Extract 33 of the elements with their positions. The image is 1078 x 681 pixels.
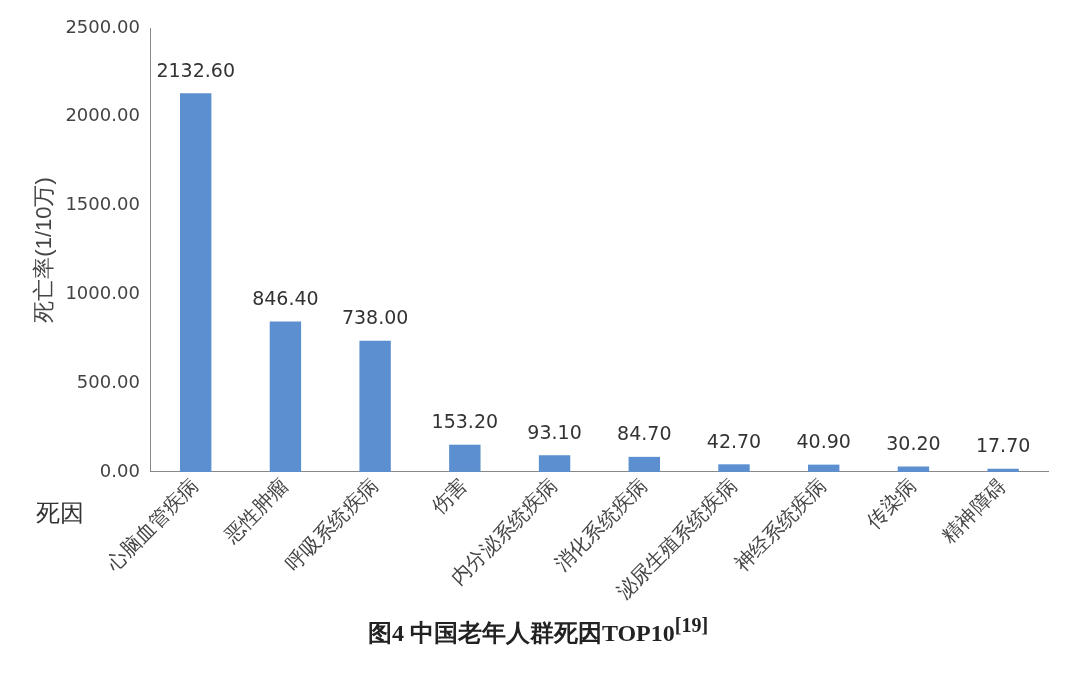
bar (897, 466, 930, 472)
x-tick-label: 传染病 (861, 474, 920, 533)
y-tick-label: 2500.00 (65, 15, 140, 37)
data-label: 153.20 (431, 410, 499, 433)
y-tick-label: 1500.00 (65, 193, 140, 215)
x-axis-title: 死因 (36, 498, 84, 526)
y-axis-title: 死亡率(1/10万) (31, 177, 57, 323)
data-label: 42.70 (706, 429, 762, 452)
y-tick-label: 0.00 (99, 459, 140, 481)
bar (987, 468, 1019, 472)
bar (269, 321, 302, 472)
bar (718, 464, 750, 472)
y-tick-label: 500.00 (76, 370, 140, 392)
data-label: 30.20 (886, 431, 941, 454)
y-tick-label: 1000.00 (65, 282, 140, 304)
bar (449, 444, 481, 472)
data-label: 40.90 (796, 430, 851, 453)
bar (628, 456, 660, 472)
bar (179, 93, 212, 472)
bar (538, 455, 571, 472)
data-label: 93.10 (527, 420, 582, 443)
x-tick-label: 精神障碍 (937, 474, 1010, 547)
data-label: 17.70 (975, 434, 1031, 457)
data-label: 2132.60 (156, 58, 235, 81)
data-label: 738.00 (341, 306, 409, 329)
text: 图4 中国老年人群死因TOP10$^{[19]}$ (366, 614, 710, 648)
bar (808, 464, 840, 472)
x-tick-label: 伤害 (427, 474, 472, 519)
data-label: 846.40 (252, 287, 319, 310)
y-tick-label: 2000.00 (65, 104, 140, 126)
data-label: 84.70 (617, 422, 672, 445)
x-tick-label: 恶性肿瘤 (219, 474, 292, 548)
bar (359, 340, 391, 472)
